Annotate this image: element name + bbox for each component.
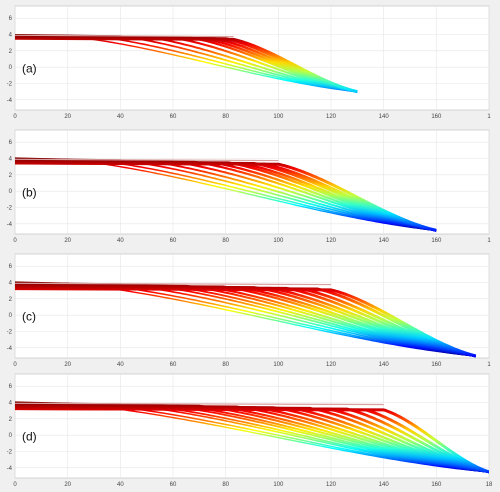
x-tick-label: 20 <box>64 238 71 244</box>
x-tick-label: 160 <box>431 362 442 368</box>
x-tick-label: 20 <box>64 362 71 368</box>
plateau-line <box>15 158 279 162</box>
plot-area <box>14 5 490 111</box>
y-tick-label: 0 <box>9 433 13 439</box>
x-tick-label: 20 <box>64 114 71 120</box>
series-curve <box>15 161 437 232</box>
series-curve <box>15 34 358 93</box>
series-curve <box>15 34 358 93</box>
y-tick-label: -4 <box>7 346 13 352</box>
y-tick-label: 6 <box>9 264 13 270</box>
x-tick-label: 1 <box>487 362 491 368</box>
y-tick-label: 0 <box>9 189 13 195</box>
y-tick-label: 0 <box>9 313 13 319</box>
x-tick-label: 60 <box>170 482 177 488</box>
x-tick-label: 160 <box>431 482 442 488</box>
y-tick-label: -2 <box>7 206 13 212</box>
x-tick-label: 60 <box>170 238 177 244</box>
x-tick-label: 100 <box>273 114 284 120</box>
x-tick-label: 60 <box>170 114 177 120</box>
x-tick-label: 120 <box>326 114 337 120</box>
x-tick-label: 80 <box>222 482 229 488</box>
x-tick-label: 0 <box>13 362 17 368</box>
y-tick-label: -4 <box>7 98 13 104</box>
x-tick-label: 100 <box>273 362 284 368</box>
plateau-line <box>15 34 234 38</box>
y-tick-label: -2 <box>7 82 13 88</box>
y-tick-label: -2 <box>7 450 13 456</box>
x-tick-label: 80 <box>222 114 229 120</box>
x-tick-label: 0 <box>13 482 17 488</box>
y-tick-label: 4 <box>9 157 13 163</box>
y-tick-label: 6 <box>9 16 13 22</box>
x-tick-label: 160 <box>431 114 442 120</box>
curves <box>15 157 437 232</box>
panel-label: (a) <box>22 62 37 76</box>
series-curve <box>15 36 358 94</box>
panel-label: (d) <box>22 430 37 444</box>
x-tick-label: 1 <box>487 238 491 244</box>
panel-label: (c) <box>22 310 36 324</box>
y-tick-label: 2 <box>9 417 13 423</box>
y-tick-label: 6 <box>9 140 13 146</box>
series-curve <box>15 287 477 358</box>
x-tick-label: 40 <box>117 362 124 368</box>
plateau-line <box>15 282 332 286</box>
y-tick-label: 4 <box>9 401 13 407</box>
x-tick-label: 0 <box>13 114 17 120</box>
panel-label: (b) <box>22 186 37 200</box>
plot-area <box>14 129 490 235</box>
curves <box>15 281 477 358</box>
x-tick-label: 140 <box>379 482 390 488</box>
x-tick-label: 1 <box>487 114 491 120</box>
x-tick-label: 0 <box>13 238 17 244</box>
x-tick-label: 160 <box>431 238 442 244</box>
y-tick-label: 2 <box>9 173 13 179</box>
y-tick-label: 2 <box>9 297 13 303</box>
x-tick-label: 40 <box>117 238 124 244</box>
series-curve <box>15 158 437 232</box>
y-tick-label: -2 <box>7 330 13 336</box>
x-tick-label: 80 <box>222 362 229 368</box>
curves <box>15 401 489 474</box>
y-tick-label: -4 <box>7 222 13 228</box>
x-tick-label: 60 <box>170 362 177 368</box>
y-tick-label: 2 <box>9 49 13 55</box>
x-tick-label: 140 <box>379 362 390 368</box>
y-tick-label: 4 <box>9 281 13 287</box>
x-tick-label: 120 <box>326 362 337 368</box>
y-tick-label: 0 <box>9 65 13 71</box>
x-tick-label: 100 <box>273 482 284 488</box>
series-curve <box>15 407 489 474</box>
x-tick-label: 18 <box>486 482 493 488</box>
plateau-line <box>15 402 384 406</box>
x-tick-label: 20 <box>64 482 71 488</box>
x-tick-label: 120 <box>326 238 337 244</box>
x-tick-label: 80 <box>222 238 229 244</box>
x-tick-label: 40 <box>117 482 124 488</box>
x-tick-label: 100 <box>273 238 284 244</box>
x-tick-label: 140 <box>379 238 390 244</box>
y-tick-label: 6 <box>9 384 13 390</box>
x-tick-label: 120 <box>326 482 337 488</box>
curves <box>15 34 358 94</box>
y-tick-label: 4 <box>9 33 13 39</box>
x-tick-label: 40 <box>117 114 124 120</box>
x-tick-label: 140 <box>379 114 390 120</box>
y-tick-label: -4 <box>7 466 13 472</box>
series-curve <box>15 34 358 93</box>
